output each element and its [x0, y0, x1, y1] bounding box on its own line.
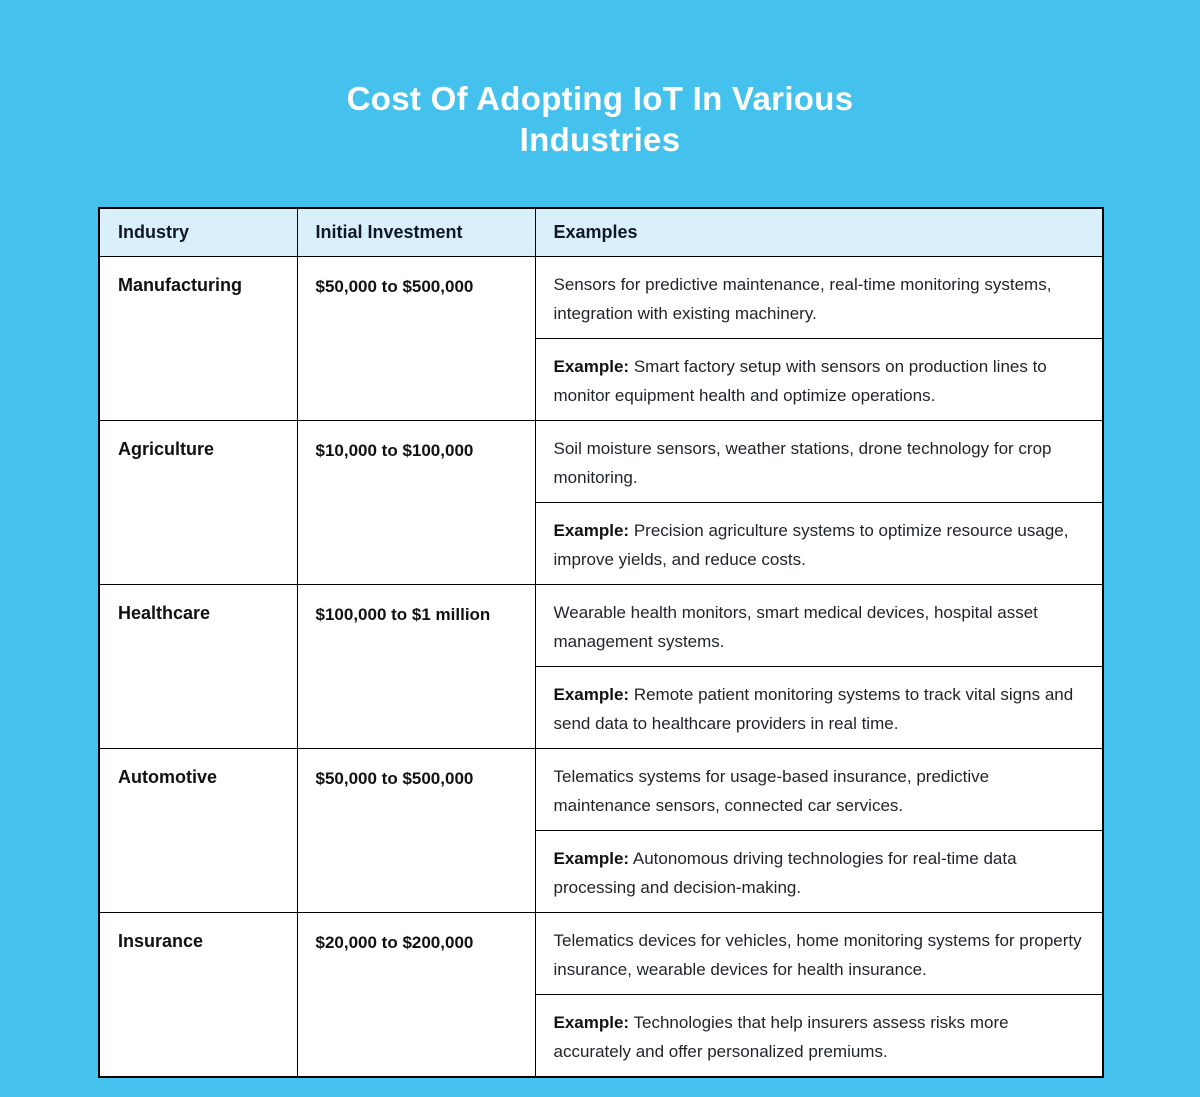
table-row-manufacturing: Manufacturing $50,000 to $500,000 Sensor… [98, 255, 1104, 421]
table-row-insurance-example: Example: Technologies that help insurers… [99, 993, 1104, 1077]
example-label: Example: [553, 520, 630, 540]
example-text: Remote patient monitoring systems to tra… [553, 684, 1074, 733]
examples-cell: Telematics systems for usage-based insur… [534, 747, 1104, 831]
industry-cell: Agriculture [98, 419, 298, 585]
example-label: Example: [553, 356, 630, 376]
column-header-industry: Industry [98, 207, 298, 257]
example-text: Technologies that help insurers assess r… [553, 1012, 1009, 1061]
page-title: Cost Of Adopting IoT In Various Industri… [346, 80, 854, 158]
industry-cell: Healthcare [98, 583, 298, 749]
example-text: Autonomous driving technologies for real… [553, 848, 1017, 897]
table-row-agriculture-example: Example: Precision agriculture systems t… [99, 501, 1104, 585]
investment-cell: $100,000 to $1 million [296, 583, 536, 749]
column-header-initial-investment: Initial Investment [296, 207, 536, 257]
table-container: Industry Initial Investment Examples Man… [98, 207, 1104, 1078]
examples-cell: Sensors for predictive maintenance, real… [534, 255, 1104, 339]
table-row-manufacturing-example: Example: Smart factory setup with sensor… [99, 337, 1104, 421]
example-text: Smart factory setup with sensors on prod… [553, 356, 1047, 405]
table-header-row: Industry Initial Investment Examples [98, 207, 1104, 257]
industry-cell: Manufacturing [98, 255, 298, 421]
example-label: Example: [553, 1012, 630, 1032]
example-label: Example: [553, 848, 630, 868]
table-row-insurance: Insurance $20,000 to $200,000 Telematics… [98, 911, 1104, 1077]
example-label: Example: [553, 684, 630, 704]
table-row-automotive: Automotive $50,000 to $500,000 Telematic… [98, 747, 1104, 913]
example-detail-cell: Example: Autonomous driving technologies… [534, 829, 1104, 913]
industry-cell: Insurance [98, 911, 298, 1077]
investment-cell: $50,000 to $500,000 [296, 747, 536, 913]
example-detail-cell: Example: Technologies that help insurers… [534, 993, 1104, 1077]
investment-cell: $10,000 to $100,000 [296, 419, 536, 585]
example-detail-cell: Example: Precision agriculture systems t… [534, 501, 1104, 585]
example-detail-cell: Example: Remote patient monitoring syste… [534, 665, 1104, 749]
example-detail-cell: Example: Smart factory setup with sensor… [534, 337, 1104, 421]
column-header-examples: Examples [534, 207, 1104, 257]
examples-cell: Soil moisture sensors, weather stations,… [534, 419, 1104, 503]
examples-cell: Telematics devices for vehicles, home mo… [534, 911, 1104, 995]
iot-cost-table: Industry Initial Investment Examples Man… [98, 207, 1104, 1078]
examples-cell: Wearable health monitors, smart medical … [534, 583, 1104, 667]
table-row-healthcare-example: Example: Remote patient monitoring syste… [99, 665, 1104, 749]
example-text: Precision agriculture systems to optimiz… [553, 520, 1069, 569]
table-row-healthcare: Healthcare $100,000 to $1 million Wearab… [98, 583, 1104, 749]
investment-cell: $50,000 to $500,000 [296, 255, 536, 421]
industry-cell: Automotive [98, 747, 298, 913]
investment-cell: $20,000 to $200,000 [296, 911, 536, 1077]
table-row-agriculture: Agriculture $10,000 to $100,000 Soil moi… [98, 419, 1104, 585]
